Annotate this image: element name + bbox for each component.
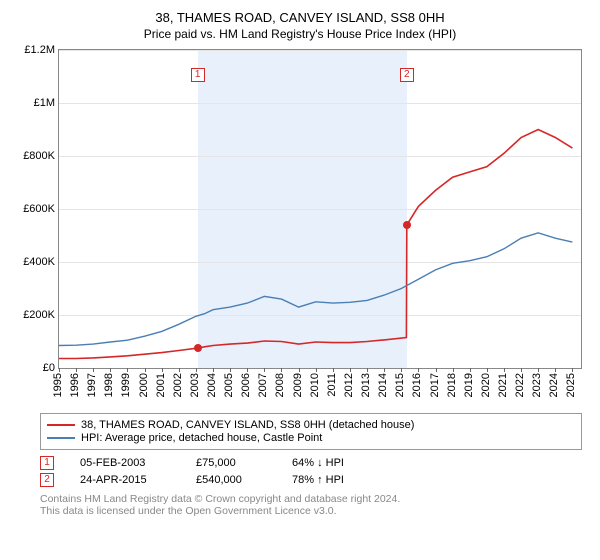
legend-label: 38, THAMES ROAD, CANVEY ISLAND, SS8 0HH …: [81, 419, 414, 431]
sale-marker-dot: [194, 344, 202, 352]
sale-marker-label: 1: [191, 68, 205, 82]
sale-row: 1 05-FEB-2003 £75,000 64% ↓ HPI: [40, 456, 582, 470]
chart-plot-area: £0£200K£400K£600K£800K£1M£1.2M12: [58, 49, 582, 369]
x-axis-label: 2016: [411, 373, 423, 397]
x-axis-labels: 1995199619971998199920002001200220032004…: [58, 369, 582, 407]
sales-table: 1 05-FEB-2003 £75,000 64% ↓ HPI 2 24-APR-2015…: [40, 456, 582, 487]
x-axis-label: 2001: [155, 373, 167, 397]
legend-label: HPI: Average price, detached house, Cast…: [81, 432, 322, 444]
x-axis-label: 2000: [138, 373, 150, 397]
x-axis-label: 2005: [223, 373, 235, 397]
sale-delta: 78% ↑ HPI: [292, 474, 344, 486]
y-axis-label: £800K: [11, 150, 55, 162]
sale-date: 24-APR-2015: [80, 474, 170, 486]
x-axis-label: 2015: [394, 373, 406, 397]
x-axis-label: 2021: [497, 373, 509, 397]
sale-price: £540,000: [196, 474, 266, 486]
sale-row: 2 24-APR-2015 £540,000 78% ↑ HPI: [40, 473, 582, 487]
chart-series-line: [59, 233, 572, 346]
x-axis-label: 2008: [274, 373, 286, 397]
sale-index: 2: [40, 473, 54, 487]
sale-marker-dot: [403, 221, 411, 229]
chart-title: 38, THAMES ROAD, CANVEY ISLAND, SS8 0HH: [10, 10, 590, 25]
x-axis-label: 2010: [309, 373, 321, 397]
chart-lines-svg: [59, 50, 581, 368]
y-axis-label: £1.2M: [11, 44, 55, 56]
legend-item: HPI: Average price, detached house, Cast…: [47, 432, 575, 444]
x-axis-label: 1996: [69, 373, 81, 397]
x-axis-label: 2020: [480, 373, 492, 397]
footnote-line: This data is licensed under the Open Gov…: [40, 505, 582, 517]
sale-date: 05-FEB-2003: [80, 457, 170, 469]
y-axis-label: £200K: [11, 309, 55, 321]
y-axis-label: £0: [11, 362, 55, 374]
x-axis-label: 2002: [172, 373, 184, 397]
x-axis-label: 2004: [206, 373, 218, 397]
y-axis-label: £1M: [11, 97, 55, 109]
x-axis-label: 2013: [360, 373, 372, 397]
x-axis-label: 1999: [120, 373, 132, 397]
x-axis-label: 2007: [257, 373, 269, 397]
x-axis-label: 2022: [514, 373, 526, 397]
x-axis-label: 1998: [103, 373, 115, 397]
x-axis-label: 2024: [548, 373, 560, 397]
y-axis-label: £400K: [11, 256, 55, 268]
x-axis-label: 1997: [86, 373, 98, 397]
chart-footnote: Contains HM Land Registry data © Crown c…: [40, 493, 582, 517]
chart-series-line: [59, 130, 572, 359]
x-axis-label: 2019: [463, 373, 475, 397]
x-axis-label: 2018: [446, 373, 458, 397]
x-axis-label: 2009: [292, 373, 304, 397]
x-axis-label: 2003: [189, 373, 201, 397]
chart-legend: 38, THAMES ROAD, CANVEY ISLAND, SS8 0HH …: [40, 413, 582, 450]
chart-container: £0£200K£400K£600K£800K£1M£1.2M12: [58, 49, 582, 369]
x-axis-label: 2025: [565, 373, 577, 397]
x-axis-label: 2023: [531, 373, 543, 397]
x-axis-label: 2006: [240, 373, 252, 397]
x-axis-label: 2014: [377, 373, 389, 397]
footnote-line: Contains HM Land Registry data © Crown c…: [40, 493, 582, 505]
sale-index: 1: [40, 456, 54, 470]
legend-item: 38, THAMES ROAD, CANVEY ISLAND, SS8 0HH …: [47, 419, 575, 431]
x-axis-label: 2017: [429, 373, 441, 397]
sale-price: £75,000: [196, 457, 266, 469]
x-axis-label: 2011: [326, 373, 338, 397]
sale-marker-label: 2: [400, 68, 414, 82]
legend-swatch: [47, 437, 75, 439]
y-axis-label: £600K: [11, 203, 55, 215]
x-axis-label: 1995: [52, 373, 64, 397]
chart-subtitle: Price paid vs. HM Land Registry's House …: [10, 27, 590, 41]
sale-delta: 64% ↓ HPI: [292, 457, 344, 469]
legend-swatch: [47, 424, 75, 426]
x-axis-label: 2012: [343, 373, 355, 397]
